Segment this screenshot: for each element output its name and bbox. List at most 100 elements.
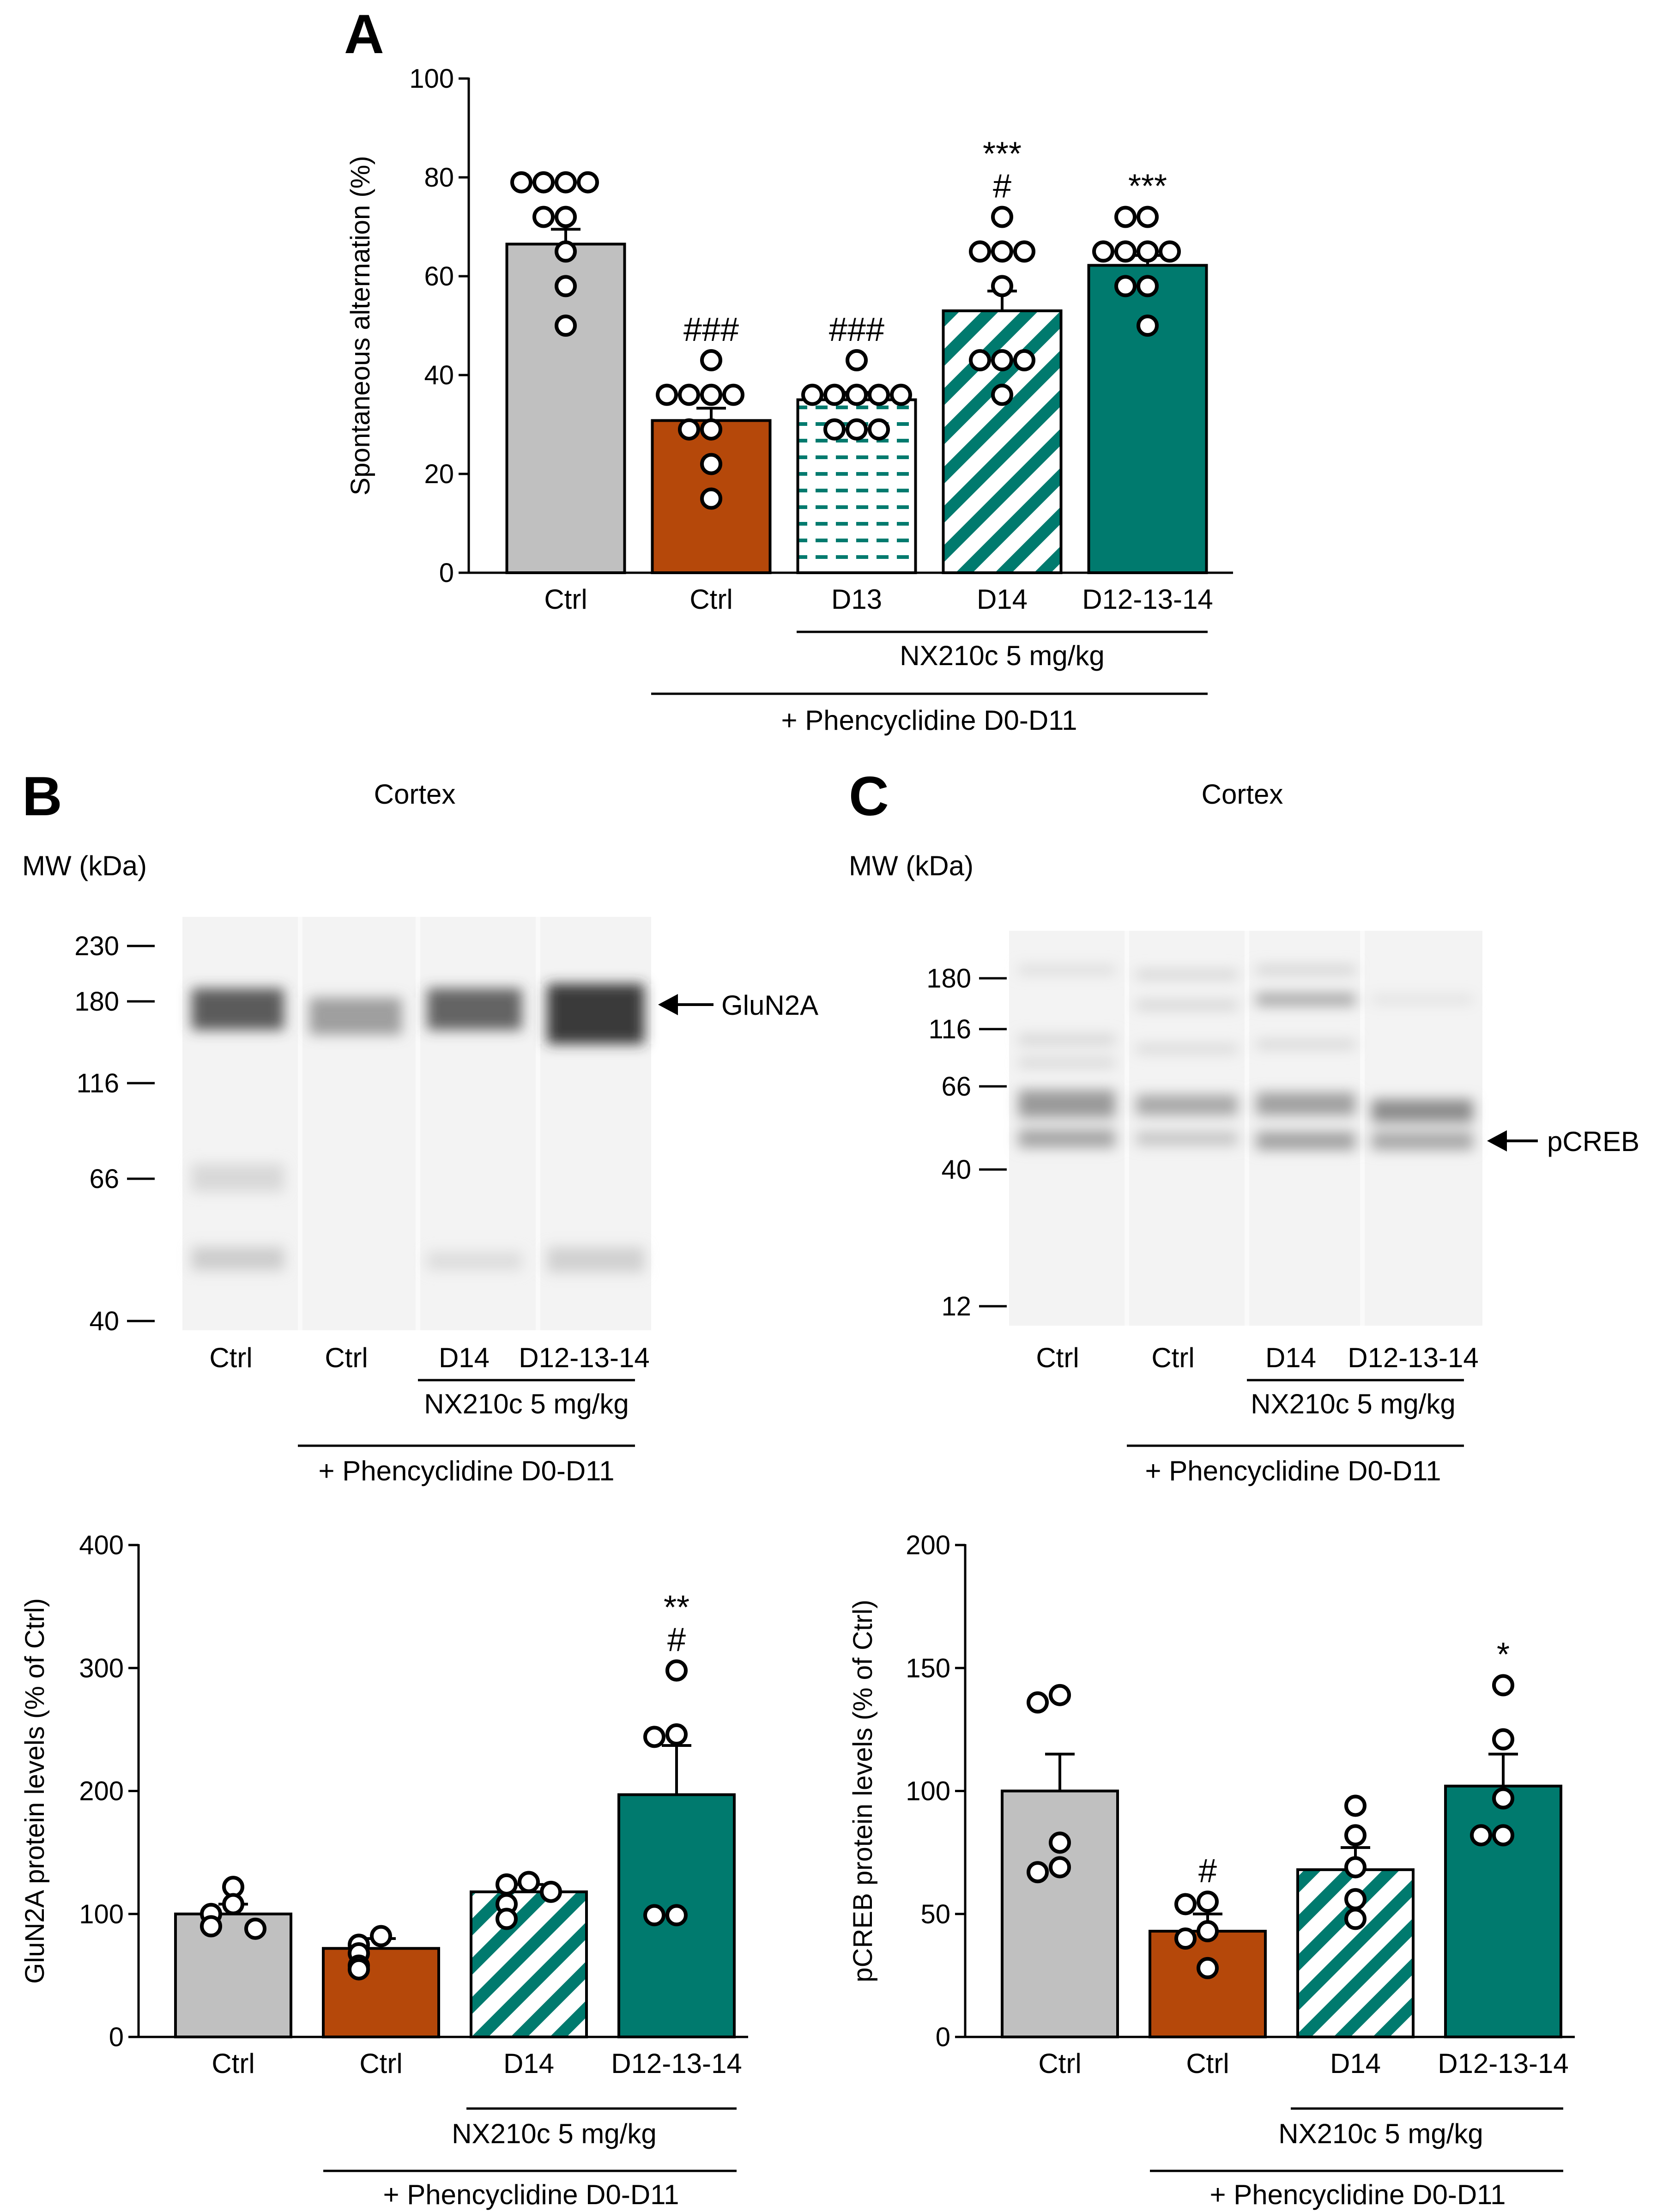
significance-label: ### bbox=[829, 311, 884, 348]
y-tick-label: 400 bbox=[79, 1530, 124, 1560]
significance-label: *** bbox=[983, 136, 1022, 173]
data-point bbox=[1344, 1888, 1367, 1910]
data-point bbox=[700, 383, 722, 406]
data-point bbox=[496, 1908, 518, 1930]
data-point bbox=[1049, 1856, 1071, 1879]
y-tick-label: 80 bbox=[424, 163, 454, 193]
data-point bbox=[540, 1880, 562, 1903]
data-point bbox=[656, 383, 678, 406]
panel-b-blot-bracket-inner-label: NX210c 5 mg/kg bbox=[424, 1388, 629, 1419]
bar bbox=[470, 1890, 588, 2038]
data-point bbox=[532, 171, 555, 194]
panel-b-band-label: GluN2A bbox=[721, 990, 818, 1021]
data-point bbox=[496, 1873, 518, 1896]
y-tick-label: 100 bbox=[409, 64, 454, 94]
panel-c-mw-116: 116 bbox=[929, 1014, 971, 1044]
panel-c-lane-2: Ctrl bbox=[1151, 1342, 1194, 1373]
data-point bbox=[665, 1904, 688, 1927]
category-label: Ctrl bbox=[689, 584, 732, 615]
chart-a-spontaneous-alternation: 0 20 40 60 80 100 Spontaneous alternation (%) C… bbox=[345, 64, 1233, 615]
category-label: D14 bbox=[503, 2048, 554, 2079]
panel-b-lane-3: D14 bbox=[439, 1342, 490, 1373]
data-point bbox=[1013, 349, 1035, 371]
data-point bbox=[1470, 1824, 1492, 1847]
data-point bbox=[1492, 1728, 1514, 1751]
y-tick-label: 200 bbox=[906, 1530, 950, 1560]
chart-c-pcreb-levels: 0 50 100 150 200 pCREB protein levels (% of C… bbox=[848, 1530, 1575, 2079]
significance-label: ### bbox=[683, 311, 739, 348]
category-label: D14 bbox=[1330, 2048, 1381, 2079]
panel-c-band-label: pCREB bbox=[1547, 1126, 1639, 1157]
data-point bbox=[846, 418, 868, 441]
data-point bbox=[868, 418, 890, 441]
panel-b-lane-4: D12-13-14 bbox=[519, 1342, 650, 1373]
panel-c-band-arrow: pCREB bbox=[1487, 1126, 1639, 1157]
bar bbox=[505, 242, 626, 574]
panel-c-letter: C bbox=[849, 765, 889, 827]
data-point bbox=[1344, 1824, 1367, 1847]
y-tick-label: 100 bbox=[906, 1776, 950, 1806]
panel-a-bracket-inner-label: NX210c 5 mg/kg bbox=[900, 640, 1105, 671]
data-point bbox=[1492, 1787, 1514, 1810]
data-point bbox=[1137, 315, 1159, 337]
category-label: Ctrl bbox=[359, 2048, 402, 2079]
data-point bbox=[532, 206, 555, 228]
panel-c-chart-bracket-outer-label: + Phencyclidine D0-D11 bbox=[1210, 2179, 1506, 2210]
data-point bbox=[1049, 1684, 1071, 1706]
data-point bbox=[555, 171, 577, 194]
panel-c-mw-180: 180 bbox=[926, 964, 971, 994]
panel-b-mw-markers: 230 180 116 66 40 bbox=[74, 931, 155, 1336]
panel-c-blot-bracket-outer-label: + Phencyclidine D0-D11 bbox=[1145, 1455, 1441, 1486]
panel-b-mw-40: 40 bbox=[89, 1306, 119, 1336]
data-point bbox=[1344, 1856, 1367, 1879]
data-point bbox=[700, 453, 722, 475]
data-point bbox=[348, 1958, 370, 1981]
data-point bbox=[991, 240, 1013, 263]
data-point bbox=[1197, 1891, 1219, 1913]
significance-label: *** bbox=[1128, 168, 1167, 205]
y-tick-label: 50 bbox=[920, 1899, 950, 1929]
bar bbox=[1087, 264, 1208, 574]
panel-b-chart-bracket-outer-label: + Phencyclidine D0-D11 bbox=[383, 2179, 679, 2210]
y-tick-label: 200 bbox=[79, 1776, 124, 1806]
data-point bbox=[1492, 1824, 1514, 1847]
data-point bbox=[555, 275, 577, 297]
panel-c-lane-3: D14 bbox=[1265, 1342, 1316, 1373]
panel-c-tissue: Cortex bbox=[1202, 779, 1283, 810]
panel-c-chart-bracket-inner-label: NX210c 5 mg/kg bbox=[1278, 2118, 1483, 2149]
category-label: D12-13-14 bbox=[611, 2048, 742, 2079]
data-point bbox=[1027, 1691, 1049, 1714]
category-label: Ctrl bbox=[212, 2048, 254, 2079]
data-point bbox=[1492, 1674, 1514, 1697]
data-point bbox=[555, 315, 577, 337]
y-tick-label: 150 bbox=[906, 1653, 950, 1683]
panel-a: A 0 20 40 60 80 100 Spontaneous alternation (%… bbox=[344, 3, 1233, 736]
panel-c-mw-12: 12 bbox=[941, 1291, 971, 1321]
data-point bbox=[1197, 1920, 1219, 1943]
data-point bbox=[1137, 275, 1159, 297]
panel-c-mw-40: 40 bbox=[941, 1155, 971, 1185]
panel-b-tissue: Cortex bbox=[374, 779, 456, 810]
bar bbox=[1444, 1784, 1562, 2039]
y-tick-label: 100 bbox=[79, 1899, 124, 1929]
panel-a-bracket-outer-label: + Phencyclidine D0-D11 bbox=[781, 705, 1077, 736]
data-point bbox=[1013, 240, 1035, 263]
y-tick-label: 40 bbox=[424, 360, 454, 390]
data-point bbox=[1137, 206, 1159, 228]
data-point bbox=[823, 418, 846, 441]
data-point bbox=[991, 206, 1013, 228]
y-axis-label: Spontaneous alternation (%) bbox=[345, 156, 375, 495]
data-point bbox=[700, 418, 722, 441]
data-point bbox=[1344, 1908, 1367, 1930]
category-label: Ctrl bbox=[1038, 2048, 1081, 2079]
panel-b-chart-bracket-inner-label: NX210c 5 mg/kg bbox=[452, 2118, 657, 2149]
data-point bbox=[1114, 206, 1137, 228]
panel-b-mw-180: 180 bbox=[74, 987, 119, 1017]
data-point bbox=[1197, 1957, 1219, 1979]
data-point bbox=[700, 349, 722, 371]
y-tick-label: 20 bbox=[424, 459, 454, 489]
data-point bbox=[722, 383, 744, 406]
panel-b-band-arrow: GluN2A bbox=[658, 990, 818, 1021]
panel-b-mw-label: MW (kDa) bbox=[22, 850, 147, 881]
panel-c-lane-1: Ctrl bbox=[1036, 1342, 1079, 1373]
